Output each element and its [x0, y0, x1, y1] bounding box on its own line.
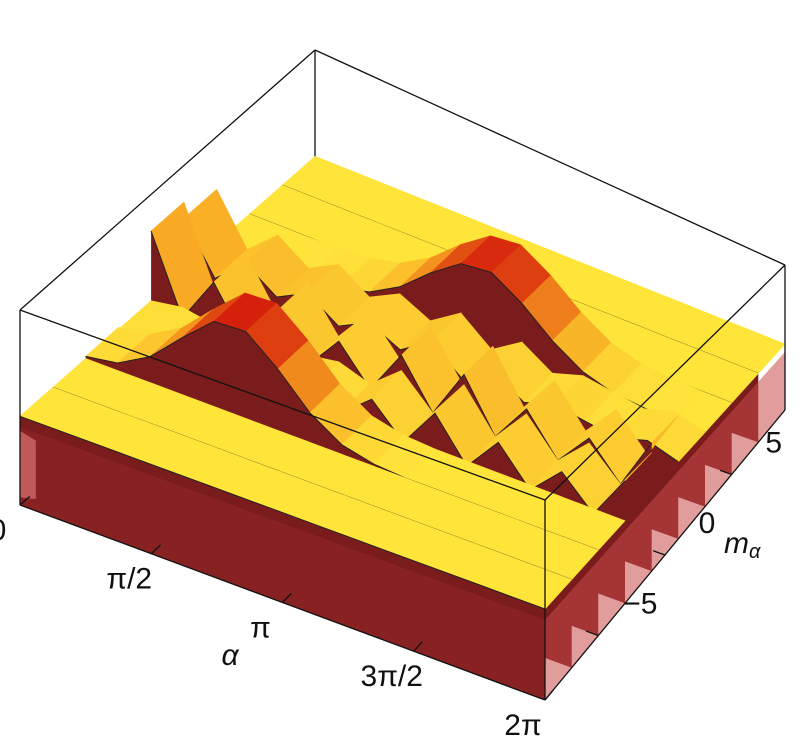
- slab-side: [545, 352, 785, 700]
- strip-edge: [19, 415, 546, 610]
- x-tick-label: π/2: [106, 563, 152, 596]
- x-tick: [150, 544, 162, 555]
- x-tick-label: 0: [0, 514, 6, 547]
- y-tick-label: 5: [765, 426, 782, 459]
- x-tick: [19, 495, 31, 506]
- y-tick-label: 0: [699, 507, 716, 540]
- y-tick: [719, 469, 732, 476]
- x-tick-label: π: [250, 611, 271, 644]
- y-tick-label: −5: [623, 587, 657, 620]
- plot-area: [19, 49, 786, 701]
- x-axis-label: α: [221, 639, 239, 672]
- box-edge: [544, 264, 786, 501]
- y-axis-label-subscript: α: [749, 541, 761, 563]
- y-tick: [652, 550, 666, 556]
- x-tick: [413, 641, 423, 652]
- box-edge: [19, 309, 546, 501]
- box-edge: [314, 49, 786, 266]
- x-tick: [282, 592, 292, 603]
- y-axis-label-main: m: [724, 527, 749, 560]
- x-tick-label: 3π/2: [361, 660, 423, 693]
- y-axis-label: mα: [724, 527, 761, 563]
- box-edge: [19, 49, 316, 311]
- slab-front-light: [20, 430, 36, 500]
- x-tick: [544, 689, 554, 701]
- x-tick-label: 2π: [504, 709, 541, 742]
- slab-front: [20, 427, 545, 700]
- y-tick: [585, 630, 599, 637]
